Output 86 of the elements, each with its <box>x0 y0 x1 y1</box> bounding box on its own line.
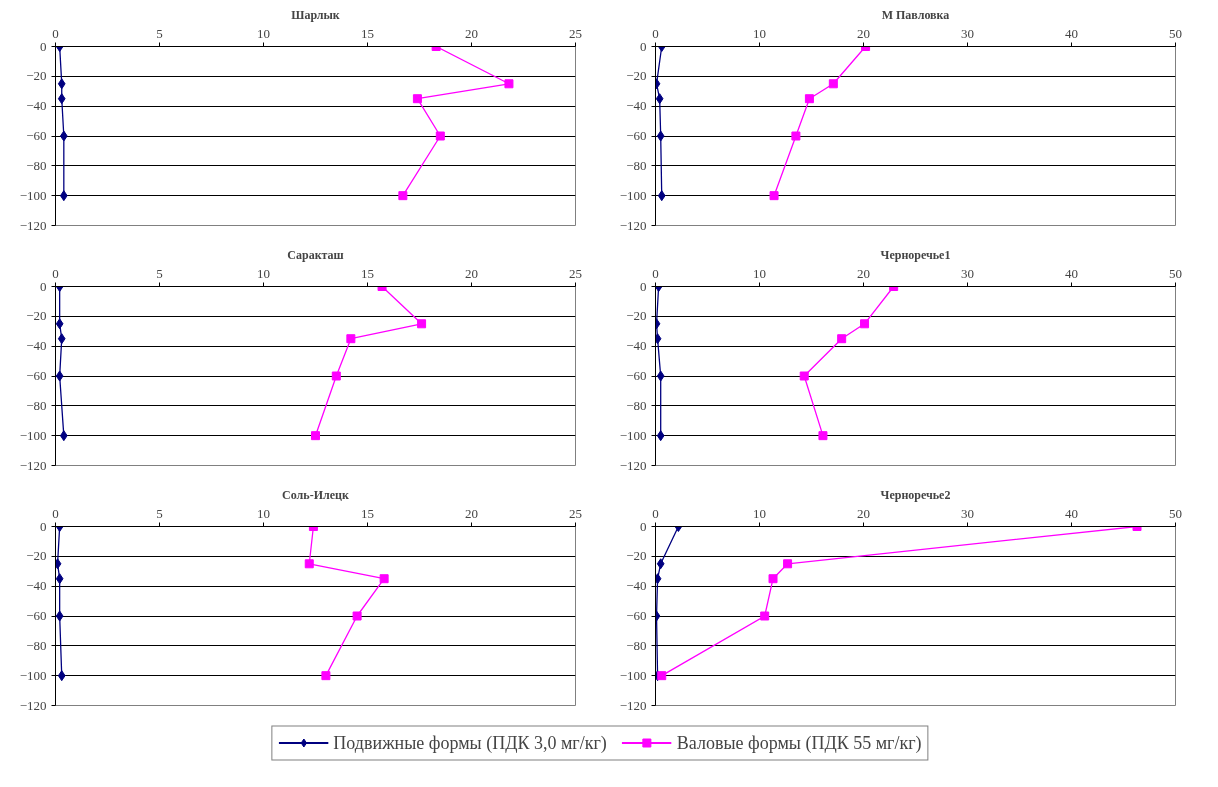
y-tick-label: −20 <box>626 308 647 324</box>
y-tick-label: −20 <box>626 68 647 84</box>
y-tick-label: 0 <box>40 278 47 294</box>
y-tick-label: −20 <box>26 308 47 324</box>
legend-label: Подвижные формы (ПДК 3,0 мг/кг) <box>333 732 607 753</box>
y-tick-label: −100 <box>19 667 47 683</box>
x-tick-label: 0 <box>52 25 59 41</box>
chart-title: Соль-Илецк <box>282 487 349 502</box>
x-tick-label: 5 <box>156 25 163 41</box>
x-tick-label: 40 <box>1065 505 1078 521</box>
x-tick-label: 25 <box>569 505 582 521</box>
y-tick-label: −120 <box>619 697 647 713</box>
chart-title: Шарлык <box>291 7 340 22</box>
x-tick-label: 25 <box>569 25 582 41</box>
y-tick-label: −120 <box>619 217 647 233</box>
y-tick-label: 0 <box>640 518 647 534</box>
y-tick-label: −60 <box>626 128 647 143</box>
y-tick-label: 0 <box>40 38 47 54</box>
y-tick-label: −60 <box>626 608 647 623</box>
chart-title: Черноречье1 <box>880 247 951 262</box>
y-tick-label: −40 <box>626 338 647 354</box>
x-tick-label: 0 <box>52 265 59 281</box>
y-tick-label: −20 <box>626 548 647 564</box>
x-tick-label: 10 <box>753 25 766 41</box>
y-tick-label: −40 <box>26 98 47 114</box>
y-tick-label: −40 <box>626 578 647 594</box>
x-tick-label: 15 <box>361 505 374 521</box>
x-tick-label: 50 <box>1169 25 1182 41</box>
y-tick-label: 0 <box>40 518 47 534</box>
y-tick-label: −120 <box>19 217 47 233</box>
x-tick-label: 25 <box>569 265 582 281</box>
x-tick-label: 20 <box>857 265 870 281</box>
y-tick-label: 0 <box>640 278 647 294</box>
x-tick-label: 5 <box>156 265 163 281</box>
y-tick-label: 0 <box>640 38 647 54</box>
y-tick-label: −120 <box>19 457 47 473</box>
x-tick-label: 15 <box>361 265 374 281</box>
x-tick-label: 40 <box>1065 265 1078 281</box>
x-tick-label: 20 <box>857 505 870 521</box>
x-tick-label: 40 <box>1065 25 1078 41</box>
x-tick-label: 50 <box>1169 505 1182 521</box>
x-tick-label: 20 <box>465 265 478 281</box>
y-tick-label: −100 <box>619 187 647 203</box>
x-tick-label: 30 <box>961 505 974 521</box>
x-tick-label: 0 <box>652 505 659 521</box>
y-tick-label: −40 <box>26 338 47 354</box>
y-tick-label: −80 <box>626 637 647 653</box>
y-tick-label: −20 <box>26 68 47 84</box>
x-tick-label: 0 <box>52 505 59 521</box>
y-tick-label: −60 <box>26 128 47 143</box>
x-tick-label: 30 <box>961 265 974 281</box>
y-tick-label: −20 <box>26 548 47 564</box>
x-tick-label: 0 <box>652 25 659 41</box>
chart-title: Черноречье2 <box>880 487 951 502</box>
x-tick-label: 10 <box>257 265 270 281</box>
y-tick-label: −100 <box>619 427 647 443</box>
y-tick-label: −80 <box>26 397 47 413</box>
y-tick-label: −100 <box>19 187 47 203</box>
y-tick-label: −80 <box>26 157 47 173</box>
x-tick-label: 15 <box>361 25 374 41</box>
y-tick-label: −120 <box>619 457 647 473</box>
y-tick-label: −100 <box>19 427 47 443</box>
y-tick-label: −120 <box>19 697 47 713</box>
y-tick-label: −60 <box>26 608 47 623</box>
x-tick-label: 10 <box>257 505 270 521</box>
y-tick-label: −80 <box>26 637 47 653</box>
x-tick-label: 20 <box>857 25 870 41</box>
y-tick-label: −40 <box>626 98 647 114</box>
x-tick-label: 10 <box>753 265 766 281</box>
x-tick-label: 20 <box>465 505 478 521</box>
x-tick-label: 10 <box>257 25 270 41</box>
y-tick-label: −100 <box>619 667 647 683</box>
chart-title: Саракташ <box>287 247 344 262</box>
x-tick-label: 50 <box>1169 265 1182 281</box>
x-tick-label: 0 <box>652 265 659 281</box>
y-tick-label: −60 <box>626 368 647 383</box>
x-tick-label: 10 <box>753 505 766 521</box>
chart-title: М Павловка <box>881 7 950 22</box>
y-tick-label: −40 <box>26 578 47 594</box>
x-tick-label: 30 <box>961 25 974 41</box>
y-tick-label: −80 <box>626 397 647 413</box>
x-tick-label: 5 <box>156 505 163 521</box>
x-tick-label: 20 <box>465 25 478 41</box>
y-tick-label: −60 <box>26 368 47 383</box>
y-tick-label: −80 <box>626 157 647 173</box>
legend-label: Валовые формы (ПДК 55 мг/кг) <box>676 732 922 753</box>
